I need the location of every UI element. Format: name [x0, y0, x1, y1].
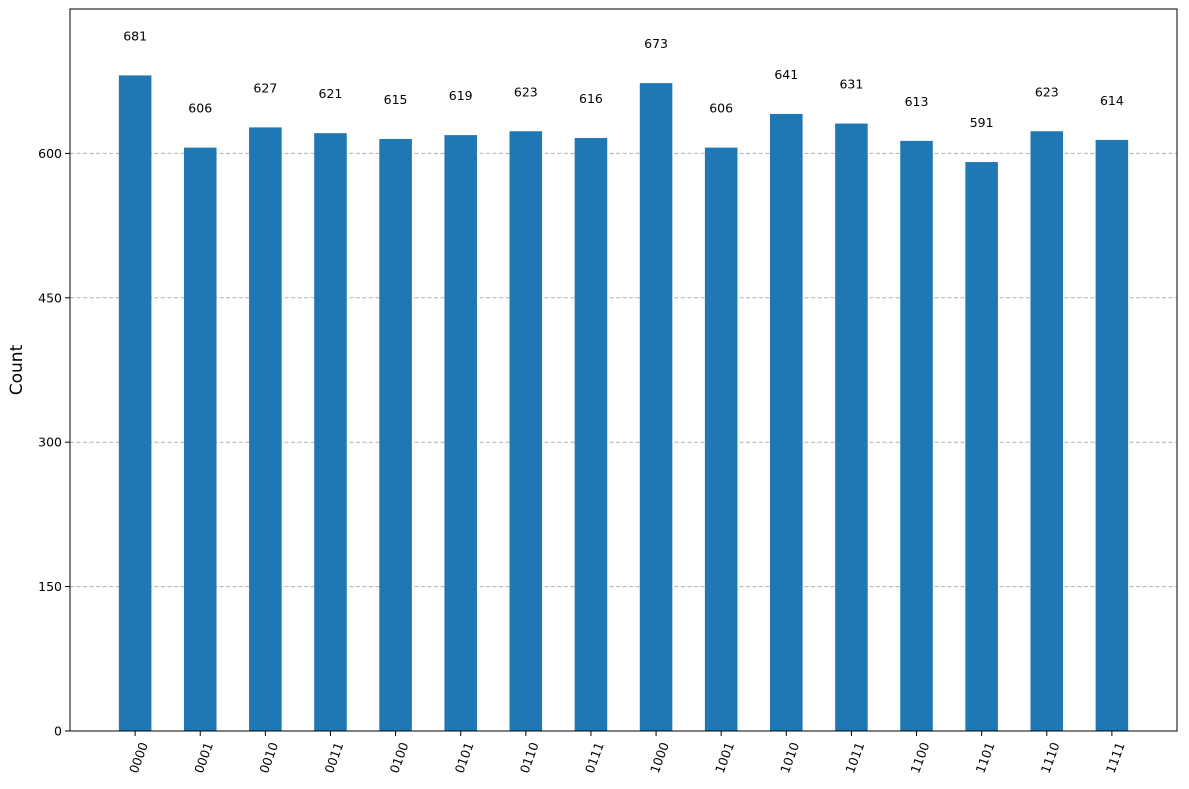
bar-0001: [183, 147, 217, 731]
data-labels: 681 606 627 621 615 619 623 616 673 606 641 631 613 5…: [123, 28, 1124, 130]
data-label-1110: 623: [1035, 84, 1059, 99]
x-tick-label-0000: 0000: [126, 740, 151, 775]
x-tick-label-1111: 1111: [1103, 740, 1128, 775]
bar-1000: [639, 83, 673, 731]
bar-1100: [900, 140, 933, 732]
bar-1010: [770, 113, 803, 731]
data-label-1100: 613: [905, 94, 929, 109]
data-label-0010: 627: [253, 80, 277, 95]
x-tick-label-0110: 0110: [517, 740, 542, 775]
data-label-1101: 591: [970, 115, 994, 130]
x-tick-label-1011: 1011: [842, 740, 867, 775]
x-tick-label-1110: 1110: [1038, 740, 1063, 775]
bar-1111: [1095, 139, 1129, 731]
bar-0111: [574, 137, 608, 732]
bar-1001: [704, 147, 738, 731]
x-tick-label-1000: 1000: [647, 740, 672, 775]
data-label-0100: 615: [384, 92, 408, 107]
data-label-0011: 621: [319, 86, 343, 101]
data-label-1010: 641: [774, 67, 798, 82]
x-tick-label-1100: 1100: [907, 740, 932, 775]
data-label-1000: 673: [644, 36, 668, 51]
bar-0010: [249, 127, 282, 731]
y-axis-title: Count: [7, 344, 27, 395]
bar-0000: [118, 75, 152, 731]
x-axis-ticks: 0000 0001 0010 0011 0100 0101 0110 0111 1000 1001…: [126, 731, 1128, 775]
y-axis-ticks: 0 150 300 450 600: [38, 146, 70, 739]
y-tick-label: 300: [38, 435, 62, 450]
data-label-0110: 623: [514, 84, 538, 99]
bar-0110: [509, 131, 543, 731]
data-label-0000: 681: [123, 28, 147, 43]
bar-1011: [835, 123, 868, 732]
y-tick-label: 150: [38, 579, 62, 594]
bar-1101: [965, 162, 998, 732]
y-tick-label: 600: [38, 146, 62, 161]
x-tick-label-0100: 0100: [386, 740, 411, 775]
x-tick-label-0111: 0111: [582, 740, 607, 775]
x-tick-label-0010: 0010: [256, 740, 281, 775]
grid-lines: [70, 152, 1177, 588]
data-label-0101: 619: [449, 88, 473, 103]
bars: [118, 75, 1129, 732]
data-label-1011: 631: [839, 77, 863, 92]
data-label-1111: 614: [1100, 93, 1124, 108]
data-label-0001: 606: [188, 101, 212, 116]
x-tick-label-0001: 0001: [191, 740, 216, 775]
bar-1110: [1030, 131, 1064, 731]
x-tick-label-1001: 1001: [712, 740, 737, 775]
y-tick-label: 450: [38, 290, 62, 305]
x-tick-label-1101: 1101: [973, 740, 998, 775]
x-tick-label-0011: 0011: [321, 740, 346, 775]
x-tick-label-1010: 1010: [777, 740, 802, 775]
y-tick-label: 0: [54, 724, 62, 739]
data-label-1001: 606: [709, 101, 733, 116]
bar-0100: [379, 138, 412, 731]
x-tick-label-0101: 0101: [452, 740, 477, 775]
plot-frame: [69, 8, 1178, 732]
bar-0101: [444, 135, 477, 732]
bar-0011: [314, 133, 347, 731]
data-label-0111: 616: [579, 91, 603, 106]
